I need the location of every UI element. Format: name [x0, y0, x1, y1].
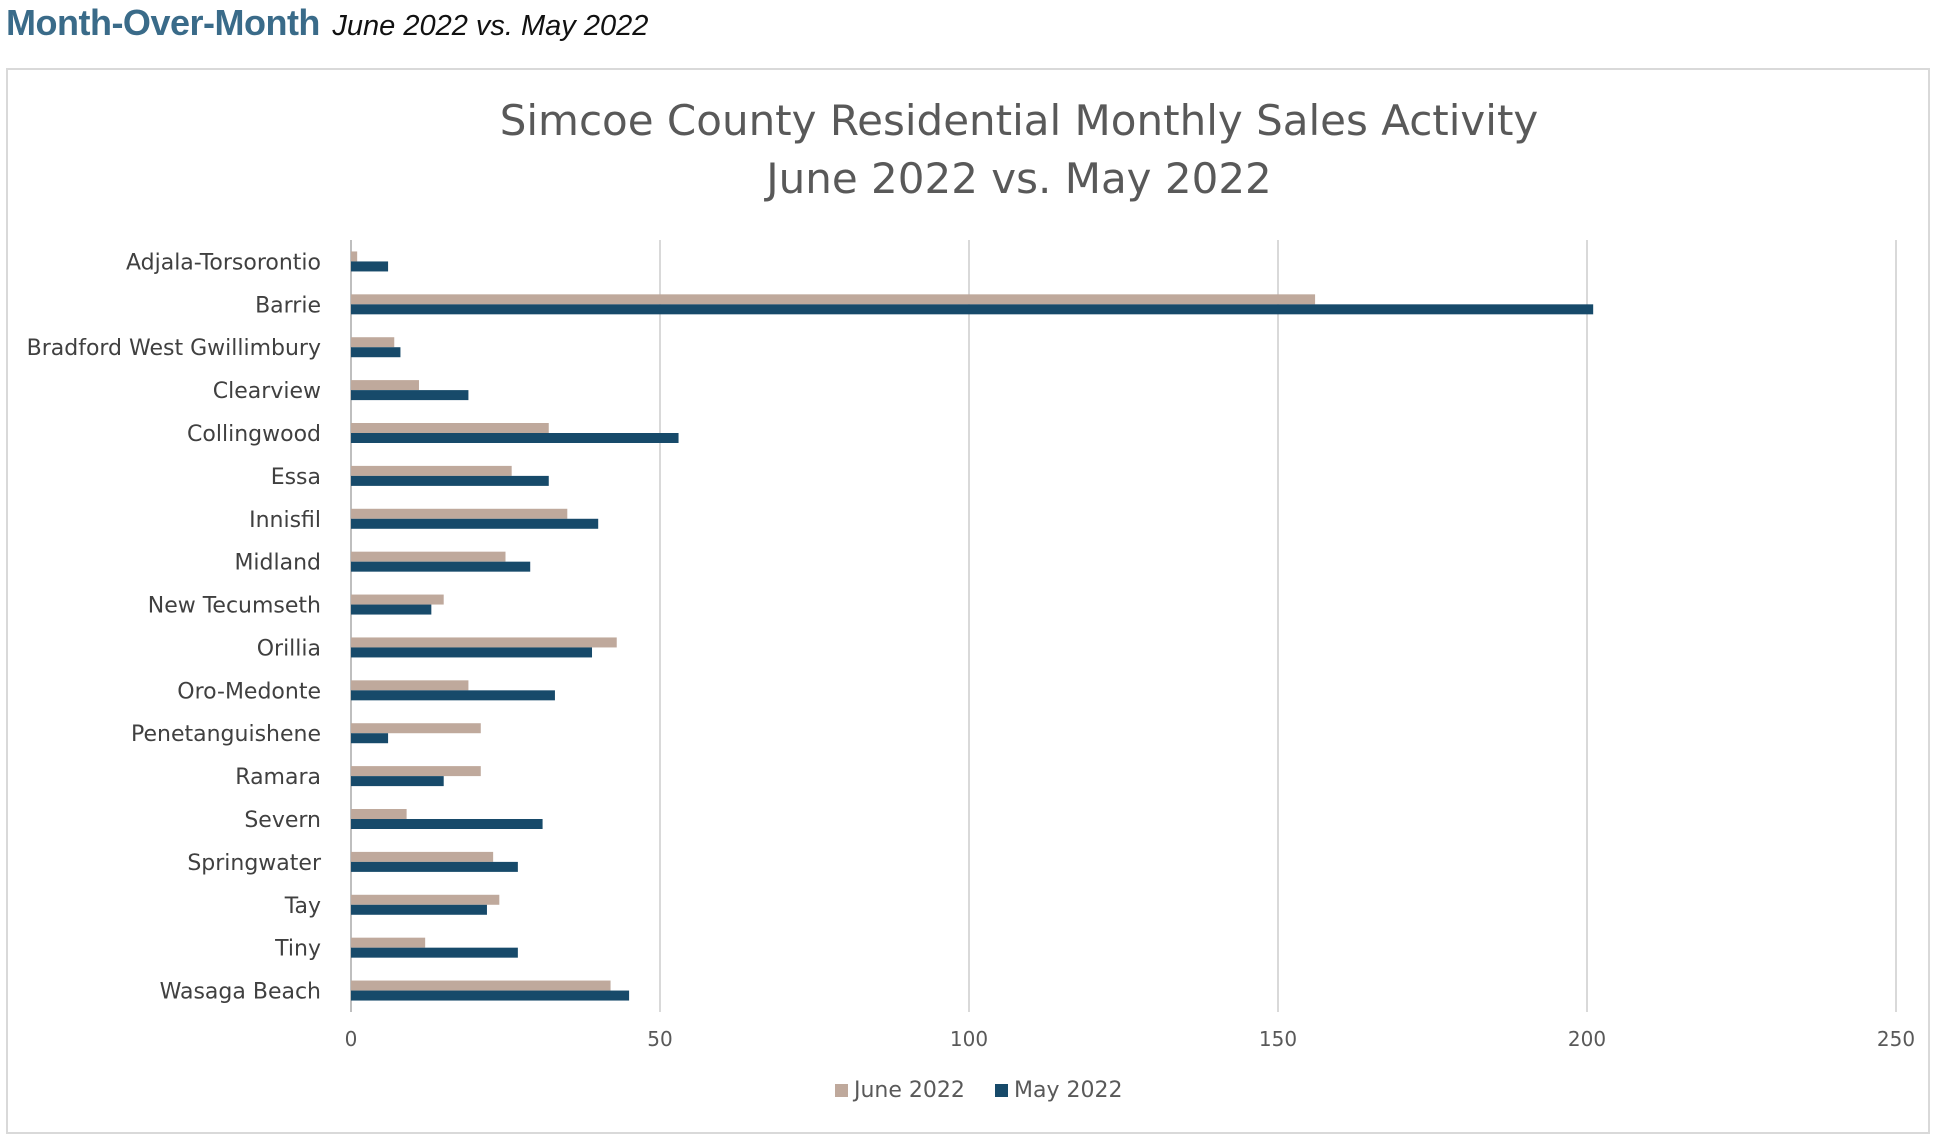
page-subtitle: June 2022 vs. May 2022 — [332, 10, 649, 42]
bars — [351, 251, 1594, 1001]
bar-june-2022 — [351, 508, 568, 519]
category-label: Collingwood — [187, 422, 321, 447]
category-label: Innisfil — [249, 508, 321, 533]
bar-may-2022 — [351, 776, 444, 787]
category-label: Midland — [234, 551, 321, 576]
bar-june-2022 — [351, 251, 358, 262]
category-label: Oro-Medonte — [177, 679, 321, 704]
legend-label: June 2022 — [852, 1078, 965, 1103]
bar-may-2022 — [351, 604, 432, 615]
x-tick-label: 50 — [647, 1027, 672, 1051]
legend: June 2022 May 2022 — [835, 1078, 1122, 1103]
bar-may-2022 — [351, 947, 518, 958]
chart-subtitle: June 2022 vs. May 2022 — [763, 154, 1272, 203]
category-label: Springwater — [187, 851, 322, 876]
bar-june-2022 — [351, 851, 494, 862]
legend-swatch — [835, 1084, 848, 1097]
bar-may-2022 — [351, 347, 401, 358]
bar-june-2022 — [351, 294, 1316, 305]
category-label: New Tecumseth — [148, 594, 321, 619]
category-label: Wasaga Beach — [160, 980, 321, 1005]
bar-june-2022 — [351, 551, 506, 562]
category-label: Adjala-Torsorontio — [126, 250, 321, 275]
bar-june-2022 — [351, 337, 395, 348]
bar-may-2022 — [351, 475, 549, 486]
bar-june-2022 — [351, 723, 481, 734]
category-label: Severn — [244, 808, 321, 833]
bar-june-2022 — [351, 680, 469, 691]
x-tick-label: 250 — [1877, 1027, 1915, 1051]
bar-june-2022 — [351, 937, 426, 948]
x-tick-labels: 0 50 100 150 200 250 — [345, 1027, 1915, 1051]
bar-may-2022 — [351, 518, 599, 529]
bar-june-2022 — [351, 894, 500, 905]
chart-frame: Simcoe County Residential Monthly Sales … — [6, 68, 1930, 1134]
category-label: Bradford West Gwillimbury — [27, 336, 321, 361]
x-tick-label: 0 — [345, 1027, 358, 1051]
bar-june-2022 — [351, 766, 481, 777]
x-tick-label: 150 — [1259, 1027, 1297, 1051]
x-tick-label: 200 — [1568, 1027, 1606, 1051]
chart-title: Simcoe County Residential Monthly Sales … — [500, 96, 1539, 145]
gridlines — [350, 240, 1897, 1012]
legend-label: May 2022 — [1014, 1078, 1122, 1103]
category-label: Tiny — [274, 937, 321, 962]
bar-june-2022 — [351, 809, 407, 819]
category-label: Barrie — [255, 293, 321, 318]
bar-may-2022 — [351, 561, 531, 572]
bar-may-2022 — [351, 690, 555, 701]
bar-may-2022 — [351, 990, 630, 1001]
x-tick-label: 100 — [950, 1027, 988, 1051]
category-labels: Adjala-Torsorontio Barrie Bradford West Gw… — [27, 250, 322, 1004]
category-label: Essa — [271, 465, 321, 490]
page-title: Month-Over-Month — [6, 2, 320, 43]
bar-june-2022 — [351, 980, 611, 991]
bar-june-2022 — [351, 423, 549, 433]
legend-swatch — [995, 1084, 1008, 1097]
bar-may-2022 — [351, 733, 389, 744]
category-label: Tay — [284, 894, 321, 919]
bar-june-2022 — [351, 380, 419, 391]
bar-may-2022 — [351, 433, 679, 443]
bar-chart: Simcoe County Residential Monthly Sales … — [27, 96, 1915, 1103]
bar-may-2022 — [351, 647, 593, 658]
bar-may-2022 — [351, 819, 543, 829]
bar-may-2022 — [351, 390, 469, 401]
category-label: Clearview — [213, 379, 321, 404]
bar-june-2022 — [351, 594, 444, 605]
category-label: Orillia — [257, 636, 321, 661]
page-header: Month-Over-Month June 2022 vs. May 2022 — [6, 2, 649, 43]
bar-june-2022 — [351, 637, 617, 648]
bar-may-2022 — [351, 904, 487, 915]
bar-may-2022 — [351, 861, 518, 872]
category-label: Penetanguishene — [131, 722, 321, 747]
bar-may-2022 — [351, 304, 1594, 315]
bar-may-2022 — [351, 261, 389, 272]
category-label: Ramara — [235, 765, 321, 790]
bar-june-2022 — [351, 465, 512, 476]
